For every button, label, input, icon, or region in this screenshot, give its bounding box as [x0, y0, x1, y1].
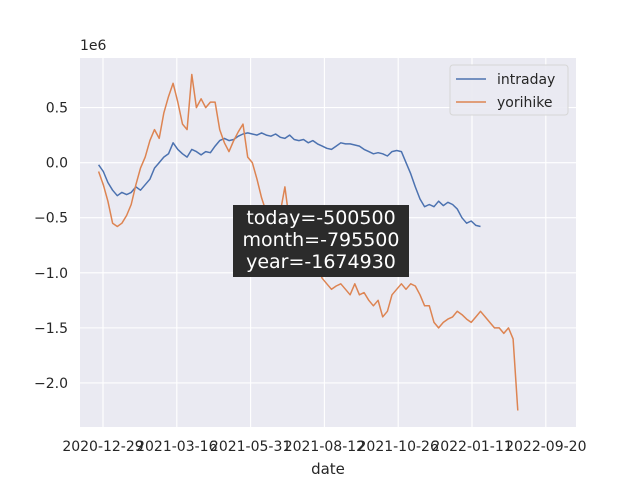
- y-tick-label: −2.0: [34, 376, 68, 392]
- x-tick-label: 2021-05-31: [210, 439, 291, 455]
- y-tick-label: 0.5: [46, 101, 68, 117]
- y-tick-label: −1.0: [34, 266, 68, 282]
- x-tick-label: 2022-09-20: [505, 439, 586, 455]
- legend-label-intraday: intraday: [497, 72, 555, 88]
- y-tick-label: 0.0: [46, 156, 68, 172]
- y-offset-label: 1e6: [80, 38, 107, 54]
- x-tick-labels: 2020-12-292021-03-162021-05-312021-08-12…: [62, 439, 586, 455]
- y-tick-label: −0.5: [34, 211, 68, 227]
- legend-label-yorihike: yorihike: [497, 95, 552, 111]
- x-tick-label: 2020-12-29: [62, 439, 143, 455]
- annotation-month: month=-795500: [243, 229, 400, 251]
- y-tick-label: −1.5: [34, 321, 68, 337]
- annotation-year: year=-1674930: [246, 251, 396, 273]
- annotation-today: today=-500500: [246, 207, 395, 229]
- x-tick-label: 2021-08-12: [284, 439, 365, 455]
- annotation-box: [233, 205, 409, 277]
- series-line-intraday: [97, 132, 481, 228]
- x-tick-label: 2022-01-11: [431, 439, 512, 455]
- legend: intraday yorihike: [449, 64, 569, 116]
- x-tick-label: 2021-03-16: [136, 439, 217, 455]
- x-tick-label: 2021-10-26: [358, 439, 439, 455]
- annotation: today=-500500 month=-795500 year=-167493…: [233, 205, 409, 277]
- x-axis-label: date: [311, 460, 345, 478]
- y-tick-labels: −2.0 −1.5 −1.0 −0.5 0.0 0.5: [34, 101, 68, 392]
